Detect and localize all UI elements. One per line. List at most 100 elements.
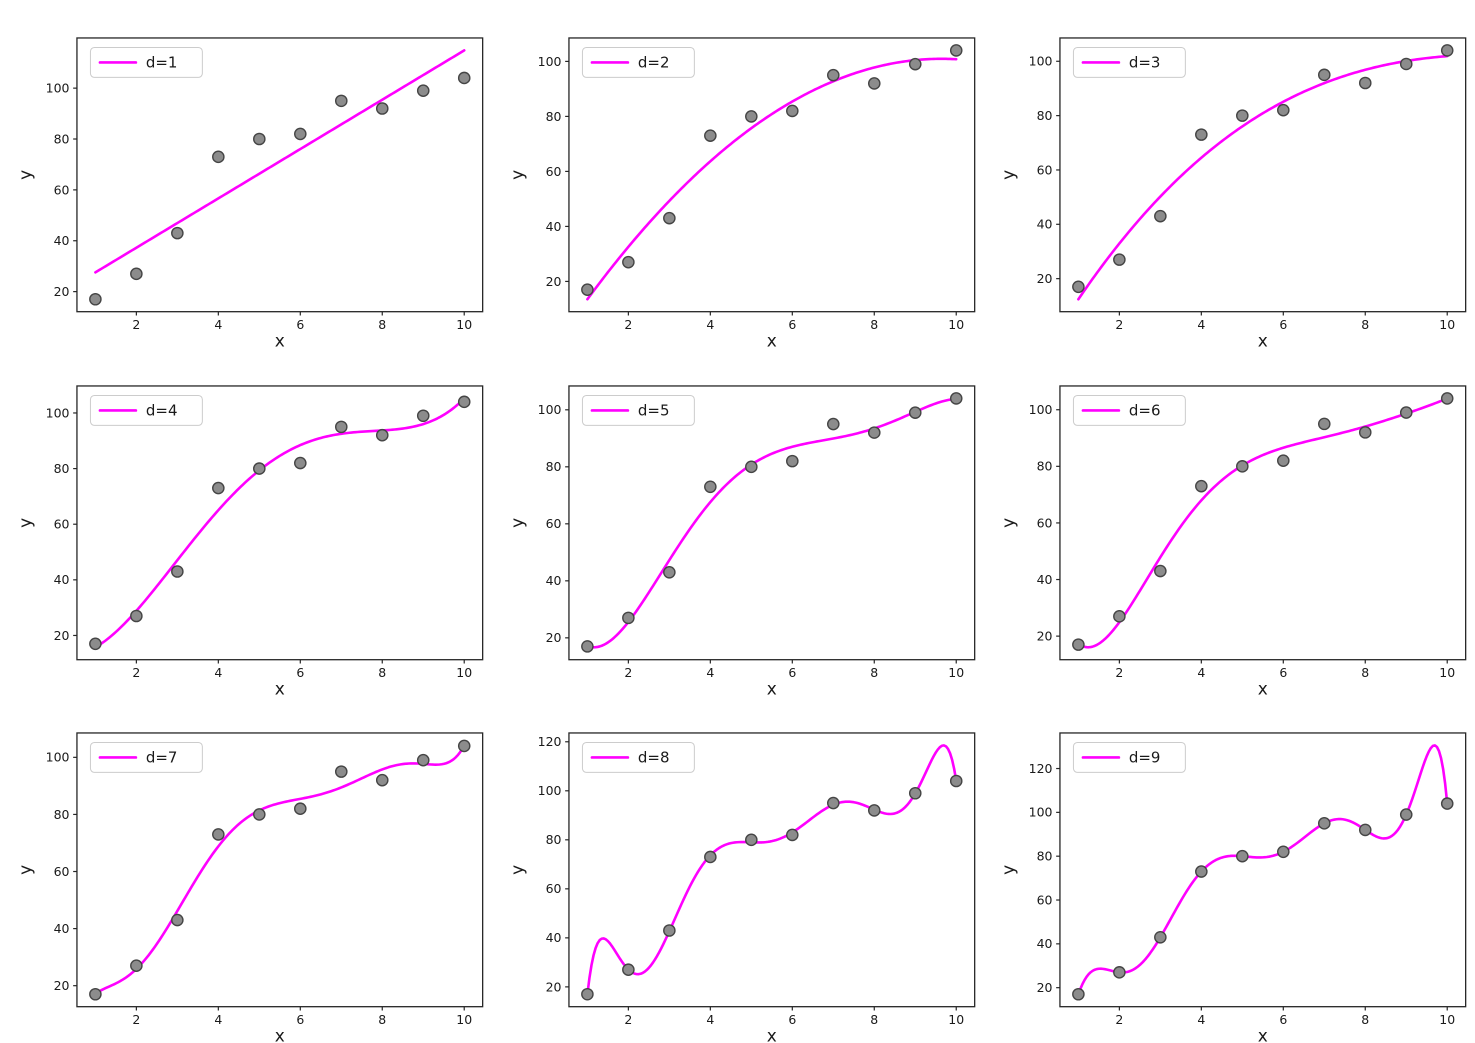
x-tick-label: 6 xyxy=(788,317,796,332)
data-point xyxy=(130,959,143,973)
y-tick-label: 100 xyxy=(537,402,561,417)
x-axis-label: x xyxy=(1258,1027,1268,1043)
data-point xyxy=(416,409,430,422)
legend-label: d=3 xyxy=(1129,53,1161,71)
x-tick-label: 4 xyxy=(706,317,714,332)
data-point xyxy=(416,754,430,767)
y-tick-label: 60 xyxy=(54,516,70,531)
data-point xyxy=(1441,44,1454,57)
subplot-d3: 2 4 6 8 10 20 40 60 80 100 x y d=3 xyxy=(999,37,1467,348)
data-point xyxy=(908,787,922,800)
data-point xyxy=(1236,459,1249,473)
plot-border xyxy=(567,732,975,1008)
y-axis-label: y xyxy=(16,517,36,527)
x-tick-label: 8 xyxy=(1362,1013,1370,1028)
y-tick-label: 80 xyxy=(1037,849,1053,864)
data-point xyxy=(621,255,635,269)
x-tick-label: 2 xyxy=(132,665,140,680)
data-point xyxy=(826,797,840,810)
data-point xyxy=(294,802,307,816)
data-point xyxy=(1072,280,1086,294)
x-tick-label: 4 xyxy=(1198,317,1206,332)
x-tick-label: 10 xyxy=(948,1013,964,1028)
data-point xyxy=(375,774,389,787)
x-tick-label: 2 xyxy=(624,665,632,680)
data-point xyxy=(130,609,143,622)
x-tick-label: 10 xyxy=(1440,665,1456,680)
x-axis-label: x xyxy=(766,332,776,348)
x-tick-label: 8 xyxy=(870,665,878,680)
y-tick-label: 40 xyxy=(545,573,561,588)
x-tick-label: 2 xyxy=(132,317,140,332)
data-point xyxy=(1400,57,1413,71)
data-point xyxy=(89,637,102,650)
data-point xyxy=(1277,454,1290,467)
data-point xyxy=(867,77,881,90)
x-tick-label: 10 xyxy=(948,317,964,332)
data-point xyxy=(621,611,635,624)
y-tick-label: 80 xyxy=(54,461,70,476)
data-point xyxy=(580,639,594,653)
plot-border xyxy=(76,37,484,313)
data-point xyxy=(1277,103,1290,117)
data-point xyxy=(1236,109,1249,122)
data-point xyxy=(703,129,717,142)
legend: d=7 xyxy=(89,742,203,774)
plot-border xyxy=(76,732,484,1008)
y-tick-label: 100 xyxy=(46,750,70,765)
data-point xyxy=(334,94,348,108)
legend: d=6 xyxy=(1073,394,1187,426)
legend-label: d=2 xyxy=(638,53,670,71)
data-point xyxy=(294,127,307,141)
x-axis-label: x xyxy=(275,1027,285,1043)
x-tick-label: 10 xyxy=(456,665,472,680)
x-tick-label: 2 xyxy=(1116,317,1124,332)
data-point xyxy=(334,420,348,433)
plot-border xyxy=(567,37,975,313)
y-axis-label: y xyxy=(508,170,528,180)
y-tick-label: 40 xyxy=(545,219,561,234)
legend-label: d=7 xyxy=(146,749,178,767)
legend-frame xyxy=(581,46,695,78)
legend: d=9 xyxy=(1073,742,1187,774)
data-point xyxy=(1359,425,1372,439)
plot-border xyxy=(567,384,975,661)
plot-border xyxy=(1059,384,1467,661)
legend-label: d=6 xyxy=(1129,401,1161,419)
data-point xyxy=(1318,417,1331,430)
x-tick-label: 8 xyxy=(378,317,386,332)
data-point xyxy=(1400,808,1413,822)
data-point xyxy=(785,104,799,118)
y-tick-label: 60 xyxy=(1037,893,1053,908)
data-point xyxy=(1113,609,1126,623)
data-point xyxy=(1195,865,1208,879)
x-tick-label: 2 xyxy=(1116,665,1124,680)
data-point xyxy=(212,828,225,842)
x-tick-label: 2 xyxy=(624,317,632,332)
data-point xyxy=(785,454,799,468)
fit-line xyxy=(94,396,466,649)
y-tick-label: 80 xyxy=(545,459,561,474)
data-point xyxy=(580,988,594,1001)
y-tick-label: 60 xyxy=(545,164,561,179)
x-tick-label: 10 xyxy=(1440,1013,1456,1028)
x-tick-label: 6 xyxy=(1280,1013,1288,1028)
y-tick-label: 20 xyxy=(545,630,561,645)
data-point xyxy=(908,406,922,419)
data-point xyxy=(1441,797,1454,811)
data-point xyxy=(1154,564,1167,577)
y-tick-label: 60 xyxy=(1037,162,1053,177)
data-point xyxy=(294,456,307,469)
data-point xyxy=(1154,209,1167,223)
y-tick-label: 40 xyxy=(54,572,70,587)
data-point xyxy=(744,460,758,473)
y-tick-label: 40 xyxy=(1037,572,1053,587)
legend-frame xyxy=(89,394,203,426)
data-point xyxy=(703,480,717,493)
data-point xyxy=(662,565,676,579)
x-tick-label: 10 xyxy=(456,317,472,332)
data-point xyxy=(785,828,799,842)
y-tick-label: 20 xyxy=(545,980,561,995)
legend-label: d=4 xyxy=(146,401,178,419)
subplot-d7: 2 4 6 8 10 20 40 60 80 100 x y d=7 xyxy=(16,732,484,1043)
